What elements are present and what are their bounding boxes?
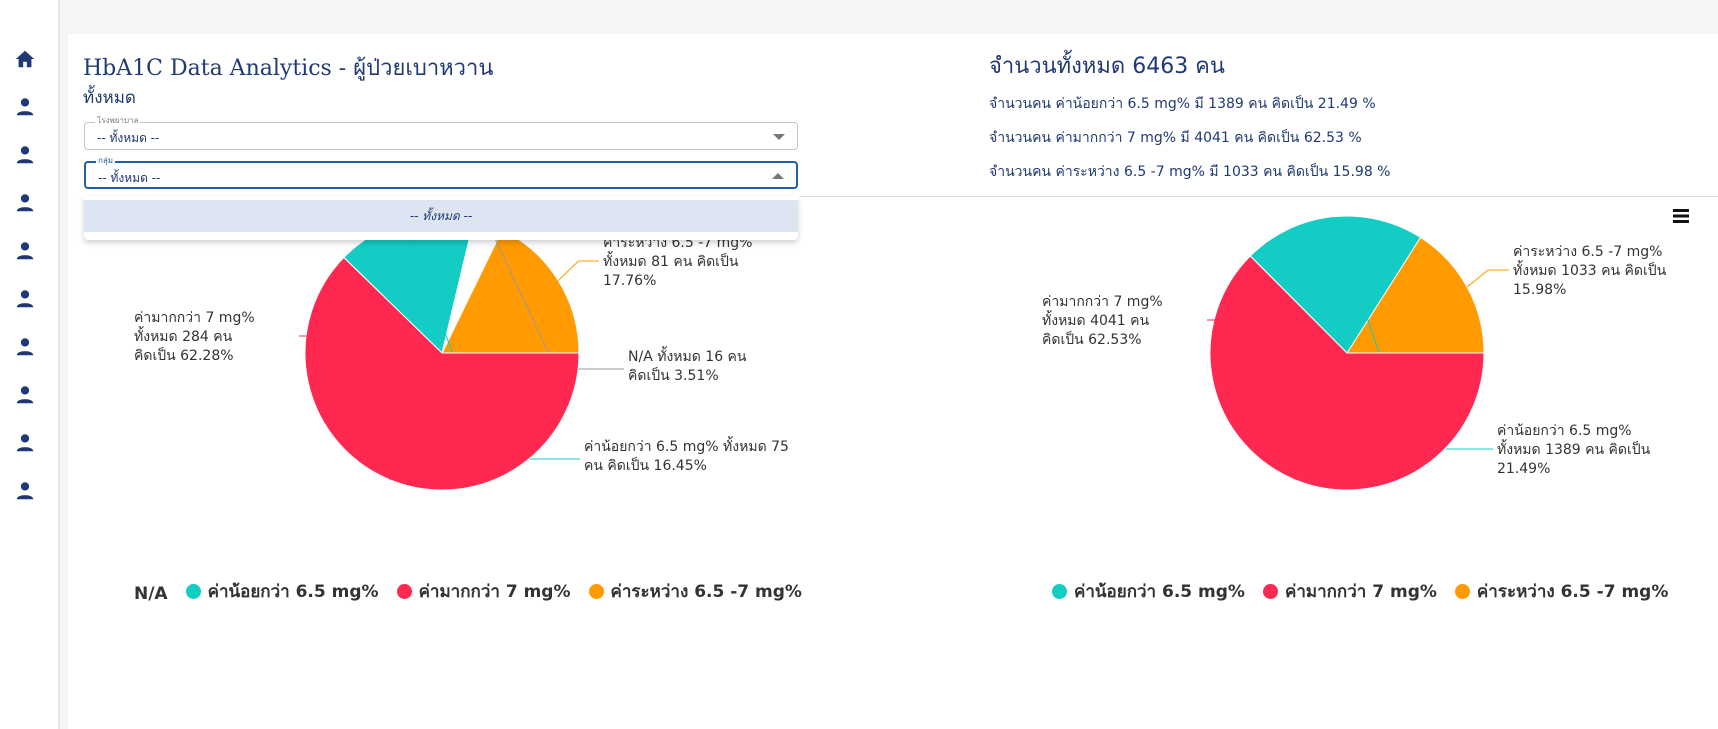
chevron-up-icon[interactable] xyxy=(772,173,784,179)
pie-slice[interactable] xyxy=(1346,236,1485,354)
sidebar xyxy=(0,0,60,729)
legend-item[interactable]: ค่าระหว่าง 6.5 -7 mg% xyxy=(1454,578,1669,605)
page-title: HbA1C Data Analytics - ผู้ป่วยเบาหวาน xyxy=(83,56,494,81)
person-icon[interactable] xyxy=(14,288,36,310)
legend-dot xyxy=(1454,584,1470,599)
pie-data-label: ค่าระหว่าง 6.5 -7 mg%ทั้งหมด 1033 คน คิด… xyxy=(1513,244,1667,298)
legend-item[interactable]: ค่ามากกว่า 7 mg% xyxy=(1262,578,1437,605)
group-select-label: กลุ่ม xyxy=(96,156,116,166)
pie-data-label: ค่ามากกว่า 7 mg%ทั้งหมด 4041 คนคิดเป็น 6… xyxy=(1042,294,1163,348)
pie-data-label: ค่าน้อยกว่า 6.5 mg% ทั้งหมด 75 คน คิดเป็น… xyxy=(584,436,789,474)
legend-item[interactable]: ค่าน้อยกว่า 6.5 mg% xyxy=(185,578,379,605)
hospital-select[interactable]: โรงพยาบาล -- ทั้งหมด -- xyxy=(84,116,798,150)
divider xyxy=(800,196,1718,197)
pie-slice[interactable] xyxy=(1209,255,1485,491)
dropdown-option[interactable]: -- ทั้งหมด -- xyxy=(84,200,798,232)
person-icon[interactable] xyxy=(14,240,36,262)
person-icon[interactable] xyxy=(14,96,36,118)
legend-label: N/A xyxy=(134,584,168,604)
pie-data-label: N/A ทั้งหมด 16 คนคิดเป็น 3.51% xyxy=(628,346,747,384)
page-subtitle: ทั้งหมด xyxy=(83,88,136,108)
group-select-value: -- ทั้งหมด -- xyxy=(98,171,161,185)
pie-chart-overall-svg: ค่าระหว่าง 6.5 -7 mg%ทั้งหมด 1033 คน คิด… xyxy=(1042,215,1667,491)
person-icon[interactable] xyxy=(14,144,36,166)
legend-overall: ค่าน้อยกว่า 6.5 mg% ค่ามากกว่า 7 mg% ค่าระ… xyxy=(1052,578,1686,602)
legend-dot xyxy=(1052,584,1067,599)
legend-dot xyxy=(588,584,604,599)
legend-dot xyxy=(1262,584,1278,599)
person-icon[interactable] xyxy=(14,384,36,406)
home-icon[interactable] xyxy=(14,48,36,70)
pie-chart-hospital-svg: ค่าระหว่าง 6.5 -7 mg%ทั้งหมด 81 คน คิดเป… xyxy=(134,215,789,491)
summary-line-low: จำนวนคน ค่าน้อยกว่า 6.5 mg% มี 1389 คน ค… xyxy=(989,96,1376,112)
pie-connector-line xyxy=(299,335,391,481)
hospital-select-label: โรงพยาบาล xyxy=(95,116,141,126)
legend-hospital: N/A ค่าน้อยกว่า 6.5 mg% ค่ามากกว่า 7 mg% ค่… xyxy=(134,578,820,605)
pie-connector-line xyxy=(1207,319,1295,480)
legend-dot xyxy=(396,584,412,599)
group-dropdown-menu: -- ทั้งหมด -- xyxy=(84,196,798,240)
legend-label: ค่าระหว่าง 6.5 -7 mg% xyxy=(1476,582,1669,602)
legend-label: ค่ามากกว่า 7 mg% xyxy=(1284,582,1437,602)
legend-label: ค่ามากกว่า 7 mg% xyxy=(418,582,571,602)
pie-data-label: ค่าระหว่าง 6.5 -7 mg%ทั้งหมด 81 คน คิดเป… xyxy=(603,235,752,289)
legend-dot xyxy=(185,584,201,599)
pie-chart-hospital: ค่าระหว่าง 6.5 -7 mg%ทั้งหมด 81 คน คิดเป… xyxy=(84,200,814,570)
legend-item[interactable]: N/A xyxy=(134,584,168,604)
pie-chart-overall: ค่าระหว่าง 6.5 -7 mg%ทั้งหมด 1033 คน คิด… xyxy=(1000,200,1718,570)
person-icon[interactable] xyxy=(14,336,36,358)
legend-label: ค่าน้อยกว่า 6.5 mg% xyxy=(207,582,379,602)
summary-line-mid: จำนวนคน ค่าระหว่าง 6.5 -7 mg% มี 1033 คน… xyxy=(989,164,1391,180)
legend-label: ค่าระหว่าง 6.5 -7 mg% xyxy=(610,582,802,602)
summary-total: จำนวนทั้งหมด 6463 คน xyxy=(989,54,1225,79)
legend-item[interactable]: ค่าน้อยกว่า 6.5 mg% xyxy=(1052,578,1245,605)
person-icon[interactable] xyxy=(14,480,36,502)
pie-data-label: ค่ามากกว่า 7 mg%ทั้งหมด 284 คนคิดเป็น 62… xyxy=(134,310,255,364)
legend-item[interactable]: ค่ามากกว่า 7 mg% xyxy=(396,578,571,605)
group-select[interactable]: กลุ่ม -- ทั้งหมด -- xyxy=(84,156,798,189)
legend-label: ค่าน้อยกว่า 6.5 mg% xyxy=(1074,582,1245,602)
person-icon[interactable] xyxy=(14,432,36,454)
pie-data-label: ค่าน้อยกว่า 6.5 mg%ทั้งหมด 1389 คน คิดเป… xyxy=(1497,423,1651,477)
hamburger-menu-icon[interactable] xyxy=(1672,207,1690,225)
pie-connector-line xyxy=(557,260,599,281)
hospital-select-value: -- ทั้งหมด -- xyxy=(97,131,160,145)
summary-line-high: จำนวนคน ค่ามากกว่า 7 mg% มี 4041 คน คิดเ… xyxy=(989,130,1362,146)
pie-connector-line xyxy=(1466,269,1509,288)
legend-item[interactable]: ค่าระหว่าง 6.5 -7 mg% xyxy=(588,578,802,605)
chevron-down-icon[interactable] xyxy=(773,134,785,140)
person-icon[interactable] xyxy=(14,192,36,214)
